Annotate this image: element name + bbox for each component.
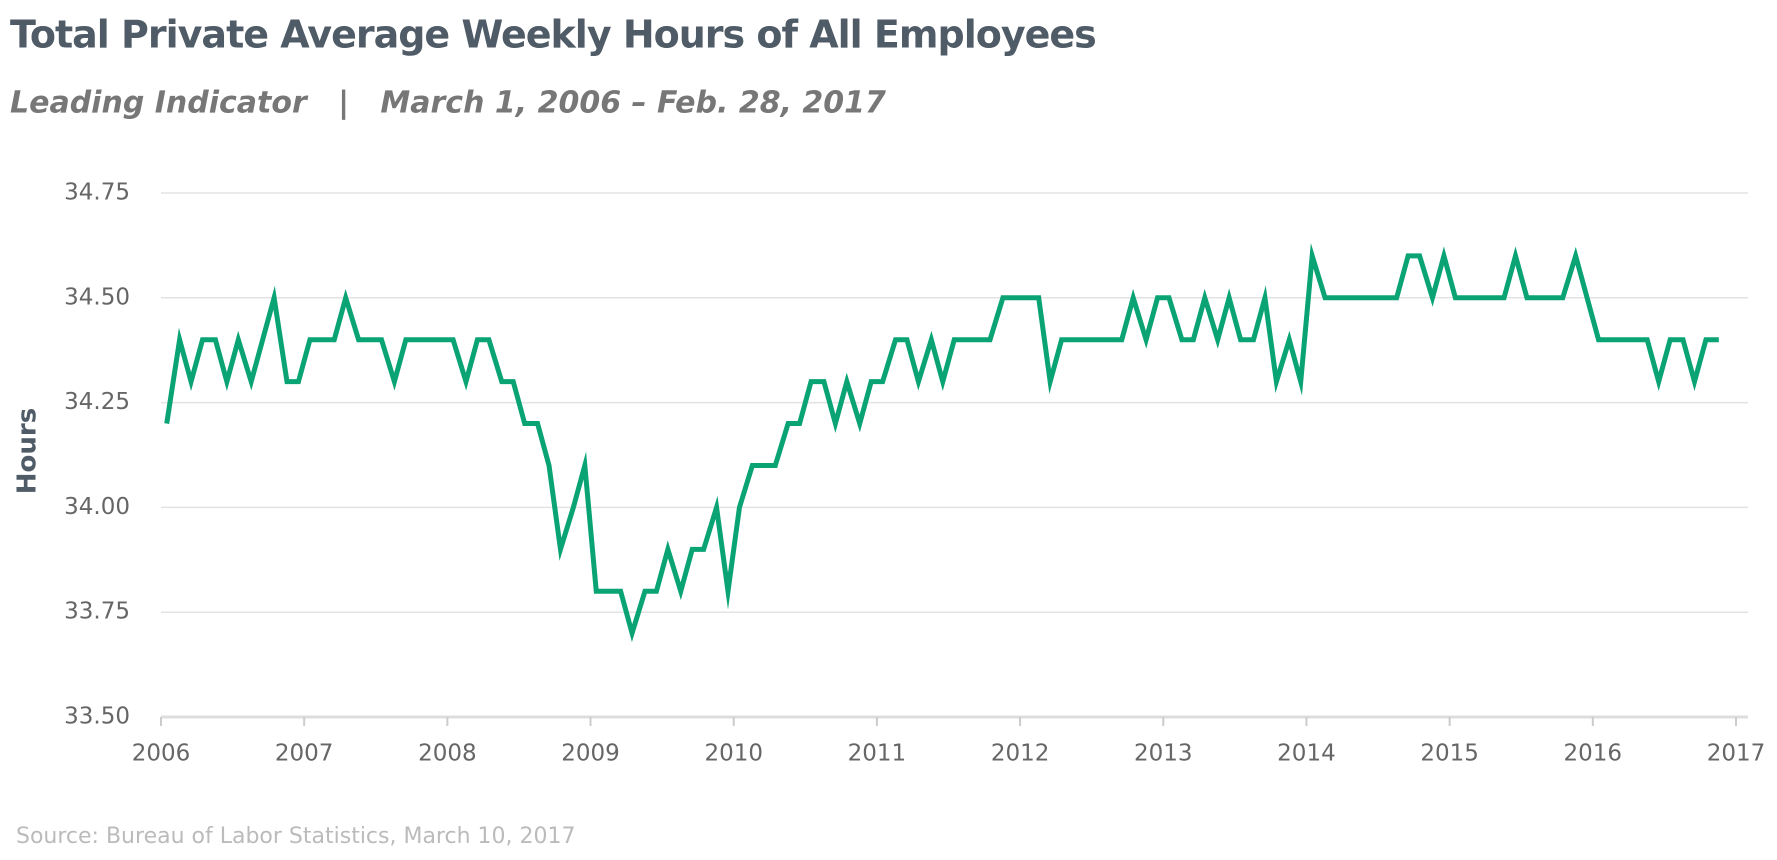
x-tick-label: 2016 — [1564, 741, 1623, 767]
x-tick-label: 2010 — [704, 741, 763, 767]
y-tick-label: 33.75 — [64, 599, 130, 625]
chart-subtitle: Leading Indicator | March 1, 2006 – Feb.… — [10, 86, 886, 121]
x-tick-label: 2008 — [418, 741, 477, 767]
x-tick-label: 2017 — [1707, 741, 1766, 767]
y-tick-label: 34.75 — [64, 180, 130, 206]
x-tick-label: 2014 — [1277, 741, 1336, 767]
x-tick-label: 2011 — [848, 741, 907, 767]
data-line — [164, 243, 1719, 643]
y-tick-label: 34.25 — [64, 389, 130, 415]
x-tick-label: 2007 — [275, 741, 334, 767]
y-tick-label: 34.00 — [64, 494, 130, 520]
x-tick-label: 2013 — [1134, 741, 1193, 767]
y-tick-label: 33.50 — [64, 704, 130, 730]
y-axis-label: Hours — [13, 408, 43, 494]
source-note: Source: Bureau of Labor Statistics, Marc… — [16, 824, 576, 849]
y-tick-label: 34.50 — [64, 284, 130, 310]
x-tick-label: 2012 — [991, 741, 1050, 767]
x-tick-label: 2015 — [1420, 741, 1479, 767]
x-tick-label: 2006 — [132, 741, 191, 767]
chart-title: Total Private Average Weekly Hours of Al… — [10, 13, 1096, 57]
x-tick-label: 2009 — [561, 741, 620, 767]
